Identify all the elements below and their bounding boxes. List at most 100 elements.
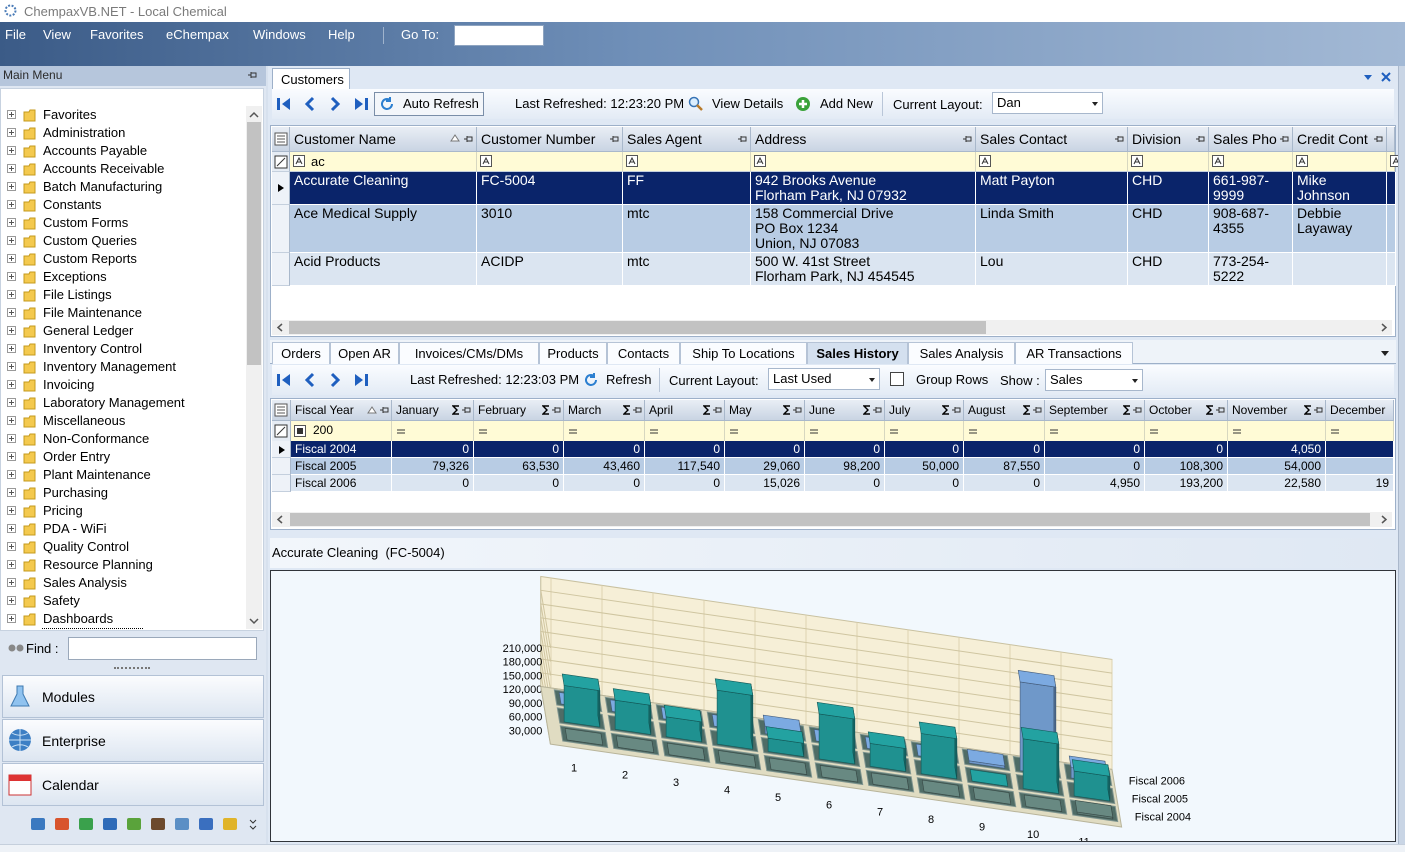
expand-box[interactable]: [7, 398, 16, 407]
module-button[interactable]: Calendar: [2, 763, 264, 806]
column-header[interactable]: Fiscal Year: [291, 400, 392, 421]
combo-box[interactable]: Dan: [992, 92, 1103, 114]
tree-item[interactable]: Quality Control: [43, 539, 129, 554]
column-header[interactable]: January: [392, 400, 474, 421]
tree-item[interactable]: Plant Maintenance: [43, 467, 151, 482]
tree-item[interactable]: Constants: [43, 197, 102, 212]
grid-cell[interactable]: 19: [1326, 475, 1394, 492]
expand-box[interactable]: [7, 434, 16, 443]
tree-item[interactable]: Resource Planning: [43, 557, 153, 572]
tree-item[interactable]: Custom Forms: [43, 215, 129, 230]
tree-item[interactable]: Custom Queries: [43, 233, 137, 248]
tree-item[interactable]: Safety: [43, 593, 80, 608]
grid-cell[interactable]: 0: [474, 475, 564, 492]
tree-item[interactable]: Non-Conformance: [43, 431, 150, 446]
grid-cell[interactable]: ACIDP: [477, 253, 623, 286]
tree-item[interactable]: Exceptions: [43, 269, 107, 284]
grid-cell[interactable]: [1387, 172, 1396, 205]
column-header[interactable]: May: [725, 400, 805, 421]
grid-cell[interactable]: 0: [645, 475, 725, 492]
filter-operator[interactable]: [979, 155, 991, 167]
last-button[interactable]: [353, 96, 369, 112]
tree-item[interactable]: Purchasing: [43, 485, 109, 500]
grid-cell[interactable]: 50,000: [885, 458, 964, 475]
grid-cell[interactable]: Accurate Cleaning: [290, 172, 477, 205]
tree-item[interactable]: Favorites: [43, 107, 97, 122]
filter-operator[interactable]: [1131, 155, 1143, 167]
prev-button[interactable]: [302, 96, 318, 112]
expand-box[interactable]: [7, 200, 16, 209]
expand-box[interactable]: [7, 452, 16, 461]
expand-box[interactable]: [7, 344, 16, 353]
detail-tab[interactable]: Sales Analysis: [908, 342, 1015, 364]
grid-cell[interactable]: 87,550: [964, 458, 1045, 475]
goto-input[interactable]: [454, 25, 544, 46]
filter-operator[interactable]: [808, 425, 820, 437]
expand-box[interactable]: [7, 164, 16, 173]
grid-cell[interactable]: Debbie Layaway: [1293, 205, 1387, 253]
refresh-button[interactable]: Refresh: [606, 372, 652, 387]
grid-cell[interactable]: 0: [564, 441, 645, 458]
next-button[interactable]: [327, 96, 343, 112]
menu-item[interactable]: Help: [328, 27, 355, 42]
filter-operator[interactable]: [648, 425, 660, 437]
grid-cell[interactable]: CHD: [1128, 205, 1209, 253]
column-header[interactable]: November: [1228, 400, 1326, 421]
filter-operator[interactable]: [477, 425, 489, 437]
expand-box[interactable]: [7, 308, 16, 317]
filter-operator[interactable]: [293, 155, 305, 167]
expand-box[interactable]: [7, 362, 16, 371]
detail-tab[interactable]: Sales History: [807, 342, 908, 364]
tree-item[interactable]: Laboratory Management: [43, 395, 185, 410]
grid-cell[interactable]: 0: [964, 441, 1045, 458]
expand-box[interactable]: [7, 290, 16, 299]
filter-operator[interactable]: [1048, 425, 1060, 437]
expand-box[interactable]: [7, 326, 16, 335]
detail-tab[interactable]: Orders: [272, 342, 330, 364]
group-rows-checkbox[interactable]: [890, 372, 904, 386]
toolbar-icon[interactable]: [198, 816, 214, 832]
grid-cell[interactable]: [1293, 253, 1387, 286]
detail-tab[interactable]: AR Transactions: [1015, 342, 1133, 364]
menu-item[interactable]: eChempax: [166, 27, 229, 42]
grid-cell[interactable]: 0: [1145, 441, 1228, 458]
filter-clear[interactable]: [274, 155, 288, 169]
grid-cell[interactable]: 63,530: [474, 458, 564, 475]
filter-operator[interactable]: [1296, 155, 1308, 167]
column-header[interactable]: October: [1145, 400, 1228, 421]
filter-operator[interactable]: [1148, 425, 1160, 437]
expand-box[interactable]: [7, 128, 16, 137]
detail-tab[interactable]: Products: [539, 342, 607, 364]
grid-cell[interactable]: CHD: [1128, 172, 1209, 205]
expand-box[interactable]: [7, 542, 16, 551]
toolbar-icon[interactable]: [54, 816, 70, 832]
first-button[interactable]: [276, 96, 292, 112]
grid-cell[interactable]: Linda Smith: [976, 205, 1128, 253]
tree-item[interactable]: Miscellaneous: [43, 413, 126, 428]
expand-box[interactable]: [7, 380, 16, 389]
grid-cell[interactable]: 0: [474, 441, 564, 458]
grid-cell[interactable]: 0: [645, 441, 725, 458]
grid-cell[interactable]: 661-987-9999: [1209, 172, 1293, 205]
prev-button[interactable]: [302, 372, 318, 388]
expand-box[interactable]: [7, 146, 16, 155]
tree-item[interactable]: File Maintenance: [43, 305, 142, 320]
column-header[interactable]: June: [805, 400, 885, 421]
column-header[interactable]: July: [885, 400, 964, 421]
grid-cell[interactable]: [1326, 458, 1394, 475]
filter-operator[interactable]: [395, 425, 407, 437]
expand-box[interactable]: [7, 182, 16, 191]
expand-box[interactable]: [7, 560, 16, 569]
filter-operator[interactable]: [967, 425, 979, 437]
grid-cell[interactable]: 0: [805, 475, 885, 492]
grid-cell[interactable]: 0: [725, 441, 805, 458]
menu-item[interactable]: Windows: [253, 27, 306, 42]
grid-cell[interactable]: 108,300: [1145, 458, 1228, 475]
detail-tab[interactable]: Open AR: [330, 342, 399, 364]
grid-cell[interactable]: mtc: [623, 205, 751, 253]
grid-cell[interactable]: 0: [885, 475, 964, 492]
grid-cell[interactable]: [1387, 205, 1396, 253]
grid-cell[interactable]: 4,950: [1045, 475, 1145, 492]
grid-cell[interactable]: Mike Johnson: [1293, 172, 1387, 205]
tree-item[interactable]: Invoicing: [43, 377, 95, 392]
